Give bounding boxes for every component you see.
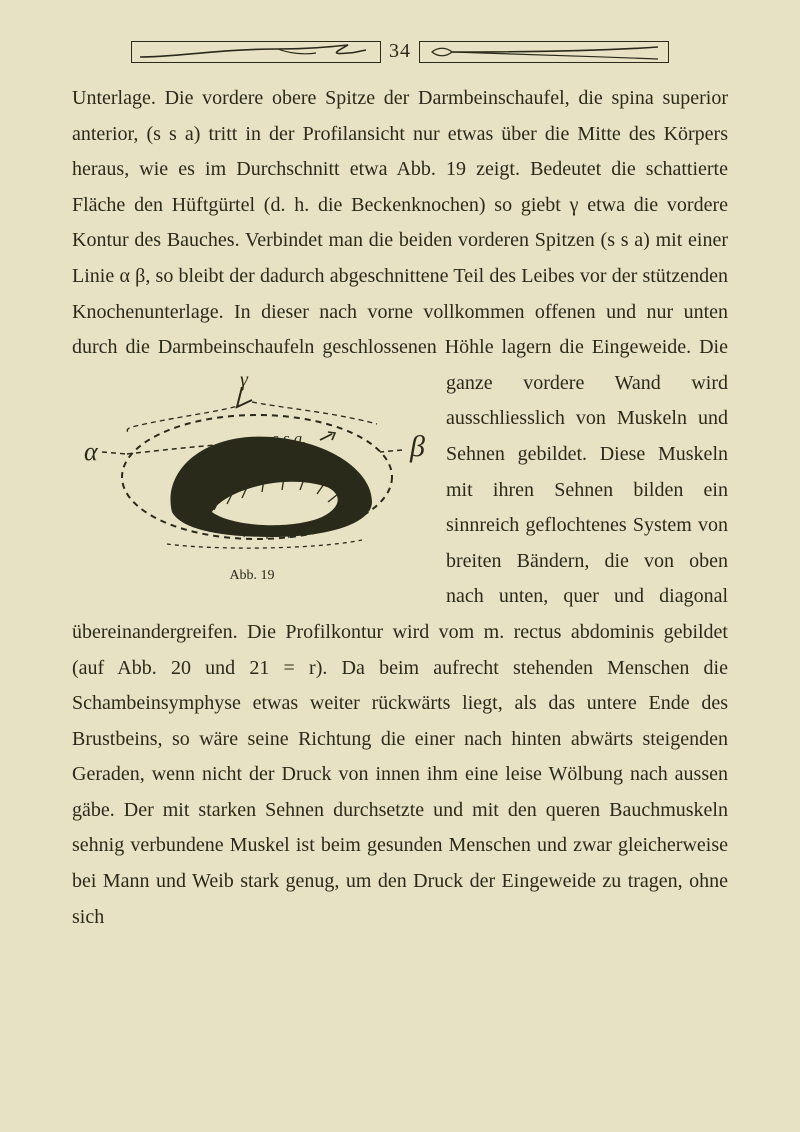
label-ssa: s.s.a. [272, 429, 306, 448]
para-wrap: vordere Wand wird ausschliess­lich von M… [446, 372, 728, 536]
label-gamma: γ [240, 372, 249, 391]
para-start: Unterlage. Die vordere obere Spitze der … [72, 87, 728, 394]
ornament-right [419, 41, 669, 63]
ornament-left-svg [138, 43, 374, 61]
page: 34 Unterlage. Die vordere obere Spitze d… [0, 0, 800, 975]
figure-caption: Abb. 19 [72, 564, 432, 589]
body-text: Unterlage. Die vordere obere Spitze der … [72, 81, 728, 935]
ornament-right-svg [426, 43, 662, 61]
figure-19: α β γ s.s.a. Abb. 19 [72, 372, 432, 589]
ornament-left [131, 41, 381, 63]
page-number: 34 [389, 40, 411, 63]
header-ornament-row: 34 [72, 40, 728, 63]
figure-19-svg: α β γ s.s.a. [72, 372, 432, 562]
label-beta: β [409, 430, 425, 463]
label-alpha: α [84, 437, 99, 466]
